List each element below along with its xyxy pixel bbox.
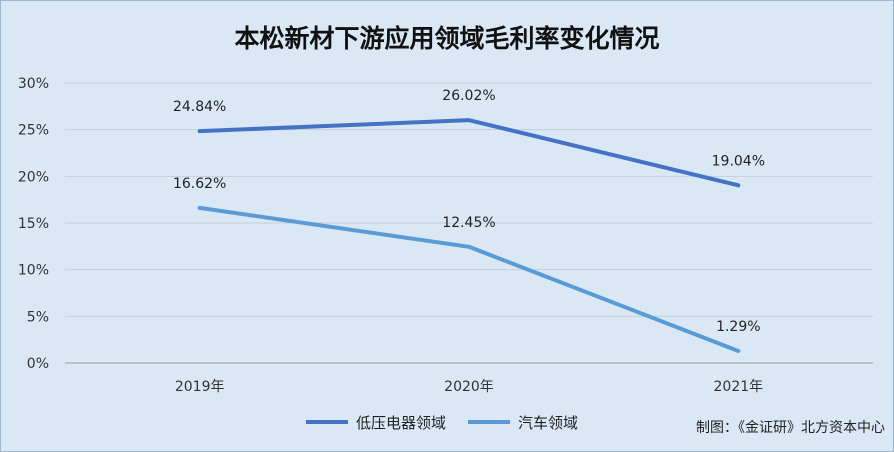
data-label: 19.04% [712,153,765,169]
legend-swatch-automotive [468,420,511,424]
x-tick-label: 2020年 [444,379,494,395]
data-label: 12.45% [442,215,495,231]
legend-item-automotive: 汽车领域 [468,412,578,433]
y-tick-label: 25% [18,123,49,139]
y-tick-label: 0% [27,356,49,372]
legend-label-low-voltage: 低压电器领域 [356,413,447,432]
series-line-1 [197,205,741,353]
legend-label-automotive: 汽车领域 [518,413,579,432]
y-tick-label: 15% [18,216,49,232]
x-tick-label: 2019年 [175,379,225,395]
data-label: 16.62% [173,176,226,192]
x-tick-label: 2021年 [714,379,764,395]
source-note: 制图：《金证研》北方资本中心 [696,420,885,436]
y-tick-label: 10% [18,263,49,279]
data-label: 24.84% [173,99,226,115]
y-tick-label: 30% [18,76,49,92]
data-label: 26.02% [442,88,495,104]
y-tick-label: 20% [18,169,49,185]
legend: 低压电器领域 汽车领域 [306,411,600,433]
legend-item-low-voltage: 低压电器领域 [306,412,446,433]
chart-title: 本松新材下游应用领域毛利率变化情况 [234,24,660,53]
y-tick-label: 5% [27,309,49,325]
legend-swatch-low-voltage [306,420,348,424]
data-label: 1.29% [716,319,760,335]
series-line-0 [197,118,741,188]
